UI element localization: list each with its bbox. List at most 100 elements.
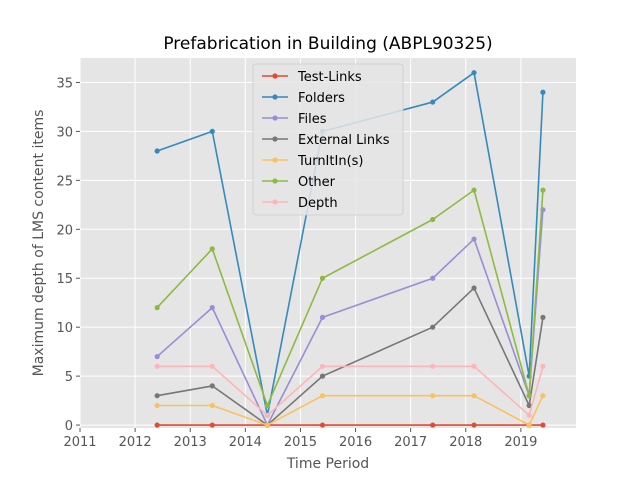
data-point [540, 363, 546, 369]
data-point [209, 383, 215, 389]
data-point [154, 402, 160, 409]
data-point [430, 363, 436, 369]
data-point [471, 236, 477, 242]
data-point [319, 393, 326, 399]
legend-label: TurnItIn(s) [297, 154, 363, 169]
x-tick-label: 2012 [119, 435, 152, 450]
data-point [471, 393, 477, 399]
legend-swatch-marker [272, 94, 278, 100]
y-tick-label: 25 [56, 174, 73, 189]
data-point [526, 393, 532, 399]
legend-item: Depth [262, 196, 338, 211]
data-point [209, 363, 215, 369]
data-point [430, 324, 436, 330]
data-point [154, 148, 160, 154]
series-line [156, 209, 544, 426]
data-point [540, 422, 546, 428]
data-point [319, 363, 326, 369]
legend-swatch-marker [272, 115, 278, 121]
legend-label: Test-Links [297, 70, 362, 85]
legend-swatch-marker [272, 199, 278, 205]
data-point [154, 353, 160, 360]
legend-label: Other [298, 175, 336, 190]
x-tick-label: 2016 [339, 435, 372, 450]
data-point [540, 89, 546, 95]
data-point [471, 187, 477, 193]
legend-label: External Links [298, 133, 390, 148]
series-line [157, 394, 544, 426]
series-line [156, 189, 544, 407]
x-axis-title: Time Period [286, 456, 369, 472]
data-point [264, 422, 270, 428]
data-point [209, 246, 215, 252]
data-point [264, 402, 270, 409]
data-point [471, 70, 477, 76]
data-point [264, 412, 270, 418]
series-other [154, 187, 546, 409]
y-tick-label: 15 [56, 272, 73, 287]
data-point [471, 422, 477, 428]
data-point [430, 216, 436, 223]
legend-swatch-marker [272, 73, 278, 79]
y-tick-label: 20 [56, 223, 73, 238]
legend-item: External Links [262, 133, 390, 148]
y-tick-label: 35 [56, 76, 73, 91]
chart-title: Prefabrication in Building (ABPL90325) [163, 34, 492, 54]
data-point [430, 393, 436, 399]
data-point [526, 412, 532, 418]
legend-label: Folders [298, 91, 345, 106]
legend: Test-Links Folders Files External Links Turn… [252, 63, 404, 216]
data-point [526, 402, 532, 409]
x-tick-label: 2019 [504, 435, 537, 450]
tick-layer: 2011 2012 2013 2014 2015 2016 2017 2018 20190510… [56, 76, 537, 450]
x-tick-label: 2017 [394, 435, 427, 450]
legend-label: Files [298, 112, 327, 127]
legend-item: Files [262, 112, 327, 127]
data-point [319, 422, 326, 428]
data-point [540, 314, 546, 320]
series-line [157, 365, 544, 417]
legend-swatch-marker [272, 178, 278, 184]
x-tick-label: 2014 [229, 435, 262, 450]
data-point [319, 373, 326, 379]
series-depth [154, 363, 546, 418]
y-tick-label: 5 [65, 370, 73, 385]
series-line [157, 287, 544, 426]
data-point [471, 285, 477, 291]
legend-item: Test-Links [262, 70, 362, 85]
y-tick-label: 0 [65, 419, 73, 434]
x-tick-label: 2013 [174, 435, 207, 450]
data-point [540, 187, 546, 193]
y-tick-label: 30 [56, 125, 73, 140]
series-external-links [154, 285, 546, 428]
legend-item: TurnItIn(s) [262, 154, 363, 169]
data-point [154, 305, 160, 311]
data-point [209, 128, 215, 135]
data-point [154, 393, 160, 399]
data-point [471, 363, 477, 369]
x-tick-label: 2015 [284, 435, 317, 450]
data-point [209, 305, 215, 311]
data-point [526, 422, 532, 428]
data-point [154, 363, 160, 369]
data-point [209, 422, 215, 428]
y-axis-title: Maximum depth of LMS content items [31, 110, 47, 377]
y-tick-label: 10 [56, 321, 73, 336]
data-point [319, 275, 326, 281]
data-point [430, 275, 436, 281]
legend-frame [252, 63, 404, 216]
x-tick-label: 2011 [63, 435, 96, 450]
data-point [209, 402, 215, 409]
data-point [430, 99, 436, 105]
data-point [319, 314, 326, 320]
legend-label: Depth [298, 196, 338, 211]
data-point [430, 422, 436, 428]
legend-item: Other [262, 175, 336, 190]
legend-swatch-marker [272, 157, 278, 163]
legend-swatch-marker [272, 136, 278, 142]
data-point [540, 393, 546, 399]
legend-item: Folders [262, 91, 345, 106]
series-turnitin-s- [154, 393, 546, 428]
x-tick-label: 2018 [449, 435, 482, 450]
